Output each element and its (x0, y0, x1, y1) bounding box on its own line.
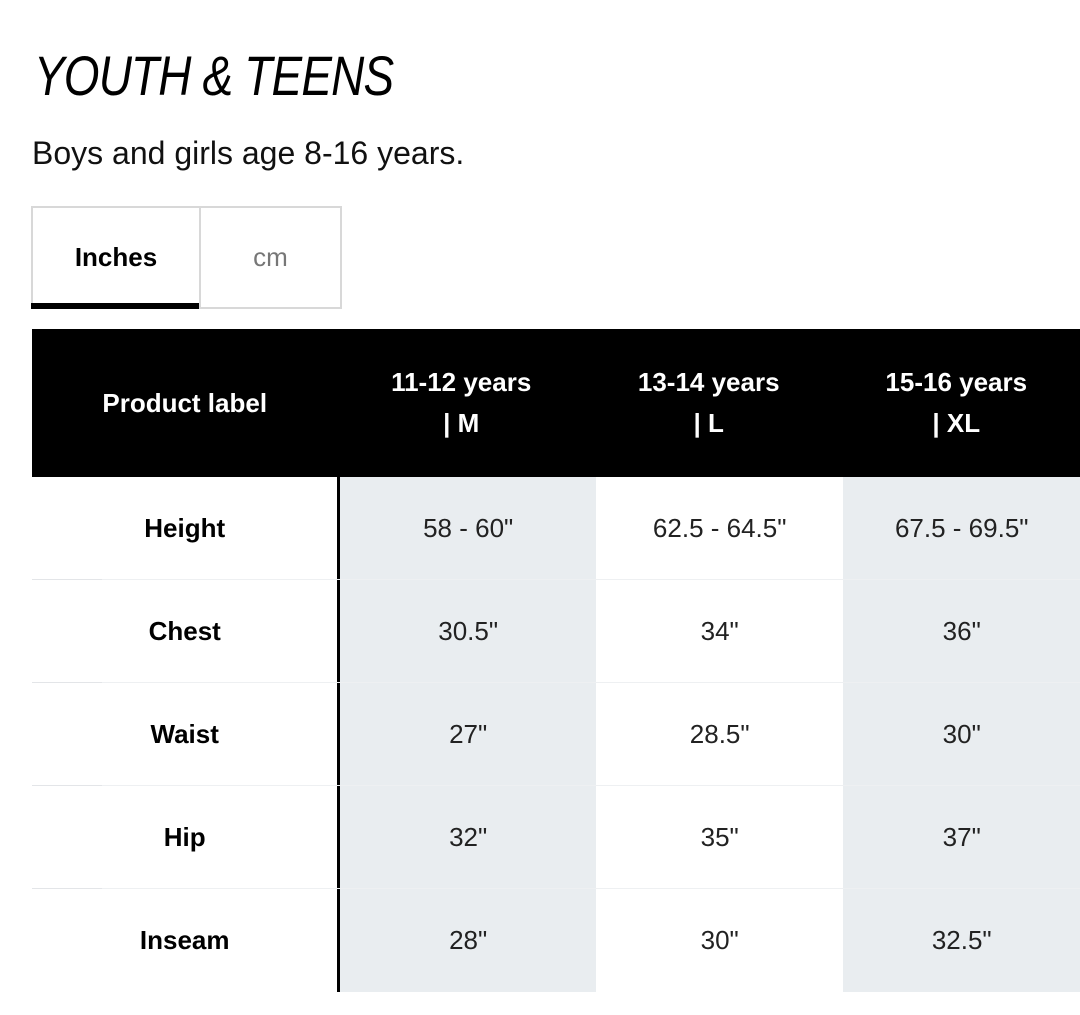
table-cell: 28" (340, 889, 596, 992)
column-header-age: 13-14 years (637, 367, 780, 397)
page-subtitle: Boys and girls age 8-16 years. (32, 135, 465, 171)
table-cell: 36" (843, 580, 1080, 683)
row-label: Chest (32, 580, 337, 683)
table-header: Product label 11-12 years | M 13-14 year… (32, 329, 1080, 477)
unit-tab-cm[interactable]: cm (199, 208, 340, 307)
table-cell: 34" (595, 580, 844, 683)
unit-toggle: Inches cm (31, 206, 342, 309)
row-label: Inseam (139, 925, 230, 955)
row-label: Waist (32, 683, 337, 786)
column-header-size: | L (693, 408, 724, 438)
table-cell: 37" (843, 786, 1080, 889)
table-cell: 58 - 60" (340, 477, 596, 580)
table-cell: 62.5 - 64.5" (595, 477, 844, 580)
column-divider (337, 889, 341, 992)
column-header-m: 11-12 years | M (337, 329, 585, 477)
column-header-size: | M (443, 408, 480, 438)
table-cell: 32" (340, 786, 596, 889)
column-divider (337, 786, 341, 889)
column-header-age: 11-12 years (391, 367, 532, 397)
table-cell: 35" (595, 786, 844, 889)
table-row-inseam: Inseam 28" 30" 32.5" (32, 889, 1080, 992)
column-header-product-label: Product label (102, 387, 268, 418)
column-header-xl: 15-16 years | XL (832, 329, 1080, 477)
table-row-waist: Waist 27" 28.5" 30" (32, 683, 1080, 786)
table-body: Height 58 - 60" 62.5 - 64.5" 67.5 - 69.5… (32, 477, 1080, 992)
row-label: Hip (32, 786, 337, 889)
table-cell: 30" (595, 889, 844, 992)
table-cell: 30" (843, 683, 1080, 786)
column-header-age: 15-16 years (885, 367, 1028, 397)
column-header-l: 13-14 years | L (585, 329, 833, 477)
table-cell: 27" (340, 683, 596, 786)
size-table: Product label 11-12 years | M 13-14 year… (32, 329, 1080, 992)
row-label: Height (32, 477, 337, 580)
table-cell: 67.5 - 69.5" (843, 477, 1080, 580)
table-row-hip: Hip 32" 35" 37" (32, 786, 1080, 889)
column-divider (337, 477, 341, 580)
column-divider (337, 580, 341, 683)
table-row-height: Height 58 - 60" 62.5 - 64.5" 67.5 - 69.5… (32, 477, 1080, 580)
table-cell: 28.5" (595, 683, 844, 786)
table-row-chest: Chest 30.5" 34" 36" (32, 580, 1080, 683)
column-divider (337, 683, 341, 786)
table-cell: 32.5" (843, 889, 1080, 992)
page-title: YOUTH & TEENS (34, 44, 394, 107)
column-header-size: | XL (932, 408, 981, 438)
table-cell: 30.5" (340, 580, 596, 683)
unit-tab-inches[interactable]: Inches (31, 208, 199, 309)
